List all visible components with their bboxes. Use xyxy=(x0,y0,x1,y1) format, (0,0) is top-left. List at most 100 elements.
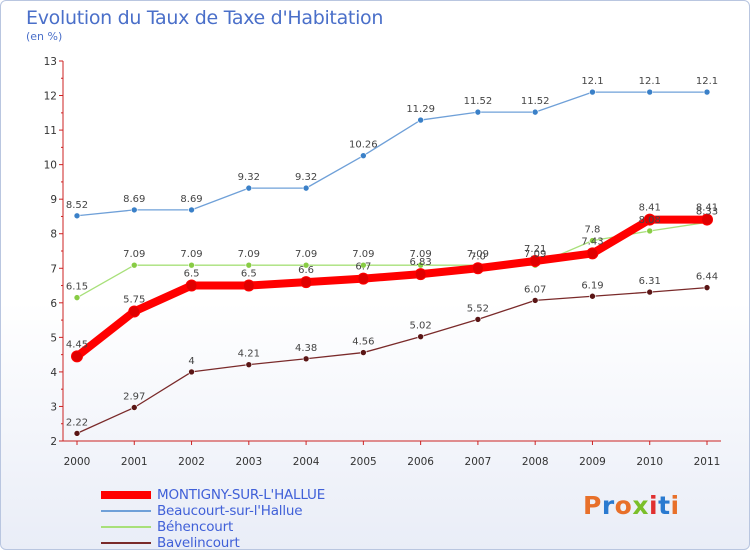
data-label: 6.7 xyxy=(355,262,371,273)
series-line xyxy=(76,286,708,435)
data-point xyxy=(188,261,195,269)
legend-swatch xyxy=(101,542,151,544)
legend-item: Beaucourt-sur-l'Hallue xyxy=(101,503,325,519)
series-line xyxy=(73,215,711,361)
legend-label: Bavelincourt xyxy=(157,535,240,550)
data-point xyxy=(130,261,138,269)
data-point xyxy=(474,108,482,116)
data-label: 11.29 xyxy=(406,104,435,115)
data-point xyxy=(130,206,138,214)
data-label: 11.52 xyxy=(521,96,550,107)
data-label: 11.52 xyxy=(464,96,493,107)
data-point xyxy=(245,261,253,269)
data-labels-layer: 8.52 8.69 8.69 9.32 9.32 10.26 11.29 11.52 11.52… xyxy=(66,76,718,428)
data-point xyxy=(646,227,654,235)
data-point xyxy=(417,333,424,340)
data-label: 9.32 xyxy=(238,172,260,183)
logo-letter: i xyxy=(670,491,680,520)
data-label: 8.08 xyxy=(639,215,661,226)
chart-unit: (en %) xyxy=(26,30,63,43)
data-label: 2.97 xyxy=(123,391,145,402)
data-point xyxy=(646,88,654,96)
y-tick-label: 5 xyxy=(50,332,57,344)
data-label: 9.32 xyxy=(295,172,317,183)
data-label: 6.19 xyxy=(581,280,603,291)
data-point xyxy=(414,268,427,281)
data-point xyxy=(703,88,711,96)
data-point xyxy=(360,152,367,159)
y-tick-label: 9 xyxy=(50,194,57,206)
y-tick-label: 11 xyxy=(44,125,57,137)
data-label: 8.69 xyxy=(180,194,202,205)
data-point xyxy=(417,116,424,124)
data-point xyxy=(471,262,484,275)
data-label: 6.31 xyxy=(639,276,661,287)
data-label: 6.83 xyxy=(410,257,432,268)
chart-title: Evolution du Taux de Taxe d'Habitation xyxy=(26,7,384,29)
data-point xyxy=(586,247,599,260)
data-point xyxy=(245,184,253,192)
data-point xyxy=(643,213,656,226)
data-label: 8.52 xyxy=(66,200,88,211)
data-label: 8.69 xyxy=(123,194,145,205)
x-tick-label: 2001 xyxy=(121,456,148,468)
data-label: 6.6 xyxy=(298,265,314,276)
legend-swatch xyxy=(101,526,151,528)
x-tick-label: 2009 xyxy=(579,456,606,468)
proxiti-logo: Proxiti xyxy=(583,491,680,520)
data-point xyxy=(300,276,313,289)
series-1 xyxy=(71,213,713,363)
data-label: 7.09 xyxy=(123,249,145,260)
data-label: 4.56 xyxy=(352,337,374,348)
data-point xyxy=(302,355,310,363)
data-label: 8.41 xyxy=(696,203,718,214)
data-label: 6.44 xyxy=(696,272,718,283)
legend-label: Béhencourt xyxy=(157,519,234,535)
data-label: 7.09 xyxy=(238,249,260,260)
data-point xyxy=(701,213,713,226)
data-point xyxy=(646,288,654,296)
logo-letter: P xyxy=(583,491,602,520)
data-label: 8.33 xyxy=(696,206,718,217)
data-label: 6.15 xyxy=(66,282,88,293)
legend-swatch xyxy=(101,491,151,499)
data-label: 5.75 xyxy=(123,294,145,305)
series-line xyxy=(76,221,708,299)
data-label: 7.09 xyxy=(524,249,546,260)
data-label: 7.09 xyxy=(467,249,489,260)
y-tick-label: 8 xyxy=(50,229,57,241)
x-tick-label: 2007 xyxy=(465,456,492,468)
data-label: 4 xyxy=(188,356,194,367)
x-tick-label: 2008 xyxy=(522,456,549,468)
data-label: 6.5 xyxy=(184,269,200,280)
x-tick-label: 2004 xyxy=(293,456,320,468)
legend-item: Bavelincourt xyxy=(101,535,325,550)
data-label: 5.02 xyxy=(410,321,432,332)
data-point xyxy=(71,350,83,363)
data-point xyxy=(188,206,195,214)
data-label: 7.43 xyxy=(581,236,603,247)
data-point xyxy=(242,279,255,292)
data-point xyxy=(245,361,253,368)
data-label: 4.21 xyxy=(238,349,260,360)
data-point xyxy=(529,255,542,268)
data-label: 5.52 xyxy=(467,303,489,314)
x-tick-label: 2011 xyxy=(694,456,721,468)
legend-label: MONTIGNY-SUR-L'HALLUE xyxy=(157,487,326,503)
data-label: 7.09 xyxy=(295,249,317,260)
legend: MONTIGNY-SUR-L'HALLUE Beaucourt-sur-l'Hal… xyxy=(101,487,326,550)
data-point xyxy=(703,284,711,291)
y-tick-label: 13 xyxy=(44,56,57,68)
data-point xyxy=(128,305,141,318)
series-line xyxy=(76,91,708,217)
data-label: 12.1 xyxy=(696,76,718,87)
legend-label: Beaucourt-sur-l'Hallue xyxy=(157,503,303,519)
data-point xyxy=(130,404,138,411)
x-tick-label: 2002 xyxy=(178,456,205,468)
y-tick-label: 12 xyxy=(44,91,57,103)
x-tick-label: 2005 xyxy=(350,456,377,468)
data-point xyxy=(589,292,596,300)
data-label: 7.21 xyxy=(524,244,546,255)
series-layer xyxy=(71,88,713,437)
x-tick-label: 2000 xyxy=(64,456,91,468)
